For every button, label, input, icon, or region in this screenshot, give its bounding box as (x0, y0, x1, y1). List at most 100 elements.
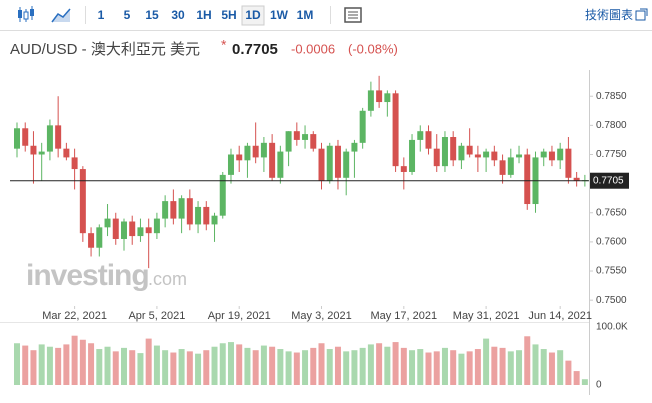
interval-button[interactable]: 5H (221, 8, 236, 22)
symbol: AUD/USD - 澳大利亞元 美元 (10, 41, 200, 58)
candle-body (120, 221, 127, 239)
interval-button[interactable]: 1 (98, 8, 105, 22)
candle-body (310, 134, 317, 149)
candle-body (367, 90, 374, 111)
candle-body (351, 142, 358, 152)
candle-body (565, 148, 572, 178)
candle-body (540, 151, 547, 158)
candle-body (409, 139, 416, 172)
volume-bar (145, 338, 152, 385)
interval-button[interactable]: 1H (196, 8, 211, 22)
volume-tick-label: 100.0K (596, 322, 628, 333)
volume-bar (367, 344, 374, 385)
candle-body (236, 154, 243, 161)
volume-bar (22, 345, 29, 385)
volume-bar (507, 351, 514, 385)
volume-tick-label: 0 (596, 380, 602, 391)
candle-body (30, 145, 37, 155)
candle-body (302, 134, 309, 140)
volume-bar (524, 336, 531, 385)
candle-body (195, 206, 202, 225)
popout-icon[interactable] (635, 8, 648, 21)
candle-body (474, 154, 481, 158)
x-tick-label: Jun 14, 2021 (528, 310, 592, 322)
volume-bar (310, 347, 317, 385)
price: 0.7705 (232, 41, 278, 58)
candle-body (269, 142, 276, 178)
watermark-suffix: .com (148, 269, 187, 289)
area-icon[interactable] (51, 8, 71, 23)
candle-body (162, 201, 169, 219)
candle-body (548, 151, 555, 161)
volume-bar (14, 343, 20, 385)
candle-body (71, 157, 78, 170)
candle-body (359, 110, 366, 143)
candle-body (499, 160, 506, 175)
volume-bar (302, 350, 309, 385)
candle-body (441, 137, 448, 167)
volume-bar (565, 360, 572, 385)
last-price-label: 0.7705 (593, 175, 624, 186)
volume-bar (458, 353, 465, 385)
candle-body (458, 145, 465, 161)
volume-bar (491, 346, 498, 385)
volume-bar (260, 345, 267, 385)
volume-bar (351, 350, 358, 385)
volume-bar (137, 353, 144, 385)
candle-body (516, 154, 523, 158)
candle-body (203, 206, 210, 225)
candle-body (260, 142, 267, 158)
interval-button[interactable]: 1D (245, 8, 261, 22)
volume-bar (178, 349, 185, 385)
volume-bar (376, 343, 383, 385)
candle-body (244, 145, 251, 161)
y-tick-label: 0.7600 (596, 237, 627, 248)
volume-bar (343, 351, 350, 385)
candle-body (219, 174, 226, 216)
candle-body (88, 233, 95, 248)
volume-bar (409, 350, 416, 385)
interval-button[interactable]: 1W (270, 8, 289, 22)
volume-bar (293, 352, 300, 385)
interval-button[interactable]: 5 (124, 8, 131, 22)
active-interval (241, 5, 265, 26)
volume-bar (55, 347, 62, 385)
candle-icon[interactable] (18, 6, 34, 22)
candle-body (14, 128, 20, 149)
candle-body (252, 145, 259, 158)
volume-bar (203, 350, 210, 385)
candle-body (145, 227, 152, 234)
volume-bar (227, 342, 234, 385)
candle-body (96, 227, 103, 248)
candle-body (46, 125, 53, 152)
candle-body (466, 145, 473, 155)
volume-bar (63, 344, 70, 385)
volume-bar (129, 350, 136, 385)
technical-chart-link[interactable]: 技術圖表 (585, 8, 633, 22)
candle-body (433, 148, 440, 167)
volume-bar (466, 351, 473, 385)
last-price-box (590, 172, 629, 189)
volume-bar (548, 352, 555, 385)
volume-bar (540, 349, 547, 385)
volume-bar (244, 347, 251, 385)
volume-bar (474, 349, 481, 385)
watermark-brand: investing (26, 259, 149, 292)
candle-body (112, 218, 119, 239)
volume-bar (219, 343, 226, 385)
x-tick-label: Apr 19, 2021 (208, 310, 271, 322)
y-tick-label: 0.7550 (596, 266, 627, 277)
interval-button[interactable]: 1M (297, 8, 314, 22)
volume-bar (162, 350, 169, 385)
settings-icon[interactable] (344, 7, 362, 23)
candle-body (277, 151, 284, 178)
candle-body (55, 125, 62, 149)
volume-bar (96, 349, 103, 385)
candle-body (170, 201, 177, 219)
volume-bar (112, 351, 119, 385)
volume-bar (581, 379, 588, 385)
interval-button[interactable]: 15 (145, 8, 159, 22)
candle-body (343, 151, 350, 178)
interval-button[interactable]: 30 (171, 8, 185, 22)
